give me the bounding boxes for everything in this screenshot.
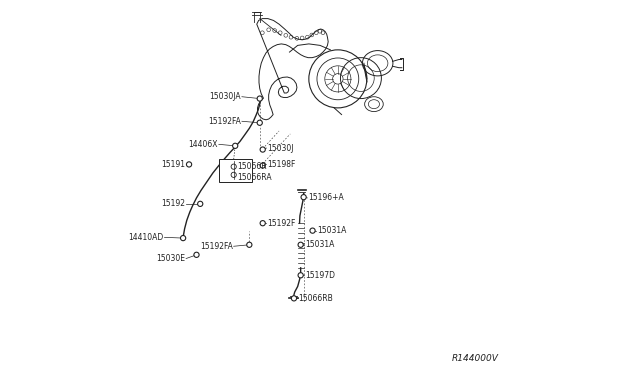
Text: 15192: 15192: [161, 199, 186, 208]
Text: 15031A: 15031A: [317, 226, 346, 235]
Text: 15030E: 15030E: [156, 254, 186, 263]
Text: 15030JA: 15030JA: [209, 92, 241, 101]
Text: 15066RA: 15066RA: [237, 173, 272, 182]
Text: 15196+A: 15196+A: [308, 193, 344, 202]
Text: 15066R: 15066R: [237, 162, 267, 171]
Text: 15030J: 15030J: [267, 144, 294, 153]
Text: 15192F: 15192F: [267, 219, 296, 228]
Circle shape: [246, 242, 252, 247]
Text: 15192FA: 15192FA: [200, 242, 233, 251]
Text: 15191: 15191: [161, 160, 186, 169]
Circle shape: [232, 143, 238, 148]
Circle shape: [291, 296, 296, 301]
Circle shape: [310, 228, 315, 233]
Circle shape: [194, 252, 199, 257]
Circle shape: [298, 273, 303, 278]
Circle shape: [186, 162, 191, 167]
Circle shape: [260, 163, 266, 168]
Circle shape: [257, 120, 262, 125]
Text: 15192FA: 15192FA: [208, 117, 241, 126]
Circle shape: [257, 96, 262, 101]
Circle shape: [260, 221, 266, 226]
Circle shape: [298, 242, 303, 247]
Text: 15031A: 15031A: [305, 240, 335, 249]
Circle shape: [301, 195, 306, 200]
Text: 15197D: 15197D: [305, 271, 335, 280]
Text: R144000V: R144000V: [452, 354, 499, 363]
Bar: [219, 159, 252, 182]
Circle shape: [198, 201, 203, 206]
Text: 14406X: 14406X: [189, 140, 218, 149]
Text: 15066RB: 15066RB: [298, 294, 333, 303]
Text: 15198F: 15198F: [267, 160, 296, 169]
Circle shape: [260, 147, 266, 152]
Text: 14410AD: 14410AD: [129, 233, 164, 242]
Circle shape: [180, 235, 186, 241]
